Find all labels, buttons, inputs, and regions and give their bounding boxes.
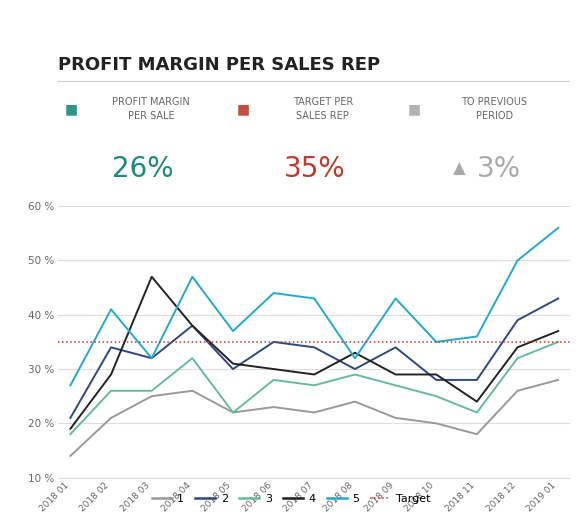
1: [392, 415, 399, 421]
4: [473, 398, 480, 405]
4: [229, 361, 236, 367]
3: [189, 355, 196, 361]
4: [433, 371, 440, 377]
5: [392, 295, 399, 302]
2: [352, 366, 359, 372]
3: [352, 371, 359, 377]
1: [108, 415, 115, 421]
1: [473, 431, 480, 437]
4: [148, 274, 155, 280]
2: [473, 377, 480, 383]
Text: ■: ■: [65, 102, 79, 116]
4: [555, 328, 562, 334]
2: [189, 323, 196, 329]
3: [229, 409, 236, 416]
Line: 5: 5: [70, 228, 558, 385]
2: [311, 344, 318, 350]
4: [311, 371, 318, 377]
5: [433, 339, 440, 345]
1: [514, 388, 521, 394]
Text: PROFIT MARGIN
PER SALE: PROFIT MARGIN PER SALE: [112, 98, 190, 121]
1: [555, 377, 562, 383]
Text: ■: ■: [408, 102, 421, 116]
Text: TO PREVIOUS
PERIOD: TO PREVIOUS PERIOD: [461, 98, 527, 121]
Target: [108, 339, 115, 345]
4: [67, 425, 74, 432]
4: [392, 371, 399, 377]
Text: PROFIT MARGIN PER SALES REP: PROFIT MARGIN PER SALES REP: [58, 56, 380, 74]
4: [108, 371, 115, 377]
Legend: 1, 2, 3, 4, 5, Target: 1, 2, 3, 4, 5, Target: [147, 489, 435, 508]
5: [67, 382, 74, 388]
4: [270, 366, 277, 372]
5: [229, 328, 236, 334]
5: [189, 274, 196, 280]
1: [148, 393, 155, 399]
2: [67, 415, 74, 421]
Text: 35%: 35%: [283, 155, 345, 183]
2: [270, 339, 277, 345]
3: [555, 339, 562, 345]
5: [555, 225, 562, 231]
Line: 3: 3: [70, 342, 558, 434]
1: [270, 404, 277, 410]
3: [311, 382, 318, 388]
4: [189, 323, 196, 329]
4: [514, 344, 521, 350]
3: [433, 393, 440, 399]
1: [229, 409, 236, 416]
3: [392, 382, 399, 388]
5: [352, 355, 359, 361]
Line: 2: 2: [70, 299, 558, 418]
3: [108, 388, 115, 394]
5: [270, 290, 277, 296]
2: [514, 317, 521, 323]
Text: ■: ■: [237, 102, 250, 116]
3: [67, 431, 74, 437]
3: [148, 388, 155, 394]
5: [473, 334, 480, 340]
5: [514, 257, 521, 264]
3: [270, 377, 277, 383]
Target: [67, 339, 74, 345]
3: [473, 409, 480, 416]
2: [433, 377, 440, 383]
Line: 1: 1: [70, 380, 558, 456]
1: [67, 453, 74, 459]
2: [392, 344, 399, 350]
Text: 26%: 26%: [112, 155, 173, 183]
2: [229, 366, 236, 372]
4: [352, 350, 359, 356]
Text: 3%: 3%: [477, 155, 521, 183]
2: [148, 355, 155, 361]
1: [352, 398, 359, 405]
1: [311, 409, 318, 416]
Text: ▲: ▲: [453, 160, 466, 178]
Text: TARGET PER
SALES REP: TARGET PER SALES REP: [293, 98, 353, 121]
1: [433, 420, 440, 426]
1: [189, 388, 196, 394]
Line: 4: 4: [70, 277, 558, 429]
2: [108, 344, 115, 350]
3: [514, 355, 521, 361]
5: [311, 295, 318, 302]
2: [555, 295, 562, 302]
5: [108, 306, 115, 313]
5: [148, 355, 155, 361]
